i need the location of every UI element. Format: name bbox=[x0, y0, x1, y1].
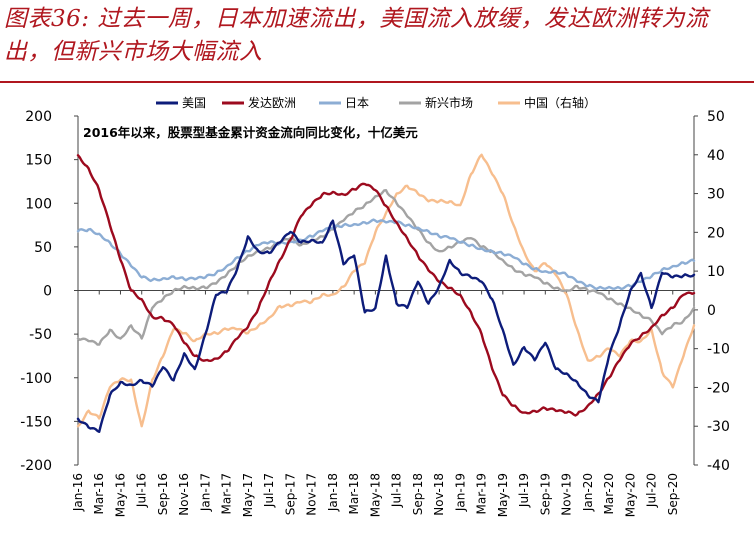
y-tick-label: 50 bbox=[34, 240, 52, 256]
x-tick-label: Jan-20 bbox=[581, 473, 595, 512]
y2-tick-label: 40 bbox=[707, 148, 725, 164]
y2-tick-label: -10 bbox=[707, 342, 730, 358]
y-tick-label: -50 bbox=[29, 327, 52, 343]
y2-tick-label: 20 bbox=[707, 225, 725, 241]
y-tick-label: 100 bbox=[25, 196, 52, 212]
legend-label: 美国 bbox=[182, 96, 206, 110]
x-tick-label: May-16 bbox=[113, 473, 127, 517]
series-line-0 bbox=[76, 219, 696, 433]
x-tick-label: Jul-18 bbox=[390, 473, 404, 508]
x-tick-label: Jul-17 bbox=[262, 473, 276, 508]
y2-tick-label: -20 bbox=[707, 380, 730, 396]
x-tick-label: May-17 bbox=[241, 473, 255, 517]
series-line-4 bbox=[76, 153, 696, 428]
x-tick-label: Sep-19 bbox=[538, 473, 552, 515]
legend-label: 中国（右轴） bbox=[524, 95, 596, 110]
series-line-3 bbox=[76, 189, 696, 346]
y-axis-left: -200 -150 -100 -50 0 50 100 150 200 bbox=[20, 109, 78, 474]
legend-label: 新兴市场 bbox=[425, 95, 473, 110]
x-tick-label: Sep-17 bbox=[283, 473, 297, 515]
y2-tick-label: 50 bbox=[707, 109, 725, 125]
x-tick-label: Sep-16 bbox=[156, 473, 170, 515]
y-tick-label: -200 bbox=[20, 458, 52, 474]
x-tick-label: Mar-16 bbox=[92, 473, 106, 514]
y-tick-label: -150 bbox=[20, 414, 52, 430]
series-layer bbox=[76, 153, 696, 433]
y-tick-label: 200 bbox=[25, 109, 52, 125]
title-divider bbox=[0, 81, 754, 83]
legend: 美国 发达欧洲 日本 新兴市场 中国（右轴） bbox=[156, 95, 596, 110]
y-tick-label: -100 bbox=[20, 371, 52, 387]
x-tick-label: Jan-19 bbox=[453, 473, 467, 512]
y-axis-right: -40 -30 -20 -10 0 10 20 30 40 50 bbox=[694, 109, 730, 474]
y2-tick-label: 0 bbox=[707, 303, 716, 319]
x-tick-label: May-20 bbox=[623, 473, 637, 517]
y2-tick-label: -30 bbox=[707, 419, 730, 435]
x-tick-label: Nov-16 bbox=[177, 473, 191, 516]
y2-tick-label: 10 bbox=[707, 264, 725, 280]
x-tick-label: Nov-18 bbox=[432, 473, 446, 516]
x-tick-label: Mar-18 bbox=[347, 473, 361, 514]
plot-frame bbox=[77, 116, 695, 465]
legend-label: 日本 bbox=[345, 96, 369, 110]
x-tick-label: May-18 bbox=[368, 473, 382, 517]
x-tick-label: Jul-20 bbox=[645, 473, 659, 508]
y2-tick-label: -40 bbox=[707, 458, 730, 474]
figure-title: 图表36: 过去一周，日本加速流出，美国流入放缓，发达欧洲转为流出，但新兴市场大… bbox=[4, 6, 709, 65]
series-line-1 bbox=[76, 154, 696, 417]
y2-tick-label: 30 bbox=[707, 187, 725, 203]
x-tick-label: Jul-16 bbox=[135, 473, 149, 508]
x-axis: Jan-16 Mar-16 May-16 Jul-16 Sep-16 Nov-16 Jan-… bbox=[71, 290, 680, 517]
y-tick-label: 0 bbox=[43, 284, 52, 300]
x-tick-label: May-19 bbox=[496, 473, 510, 517]
x-tick-label: Jan-16 bbox=[71, 473, 85, 512]
x-tick-label: Jan-18 bbox=[326, 473, 340, 512]
chart-subtitle: 2016年以来，股票型基金累计资金流向同比变化，十亿美元 bbox=[83, 125, 418, 140]
x-tick-label: Nov-17 bbox=[305, 473, 319, 516]
y-tick-label: 150 bbox=[25, 153, 52, 169]
x-tick-label: Nov-19 bbox=[560, 473, 574, 516]
series-line-2 bbox=[76, 218, 696, 291]
x-tick-label: Sep-18 bbox=[411, 473, 425, 515]
x-tick-label: Mar-20 bbox=[602, 473, 616, 514]
x-tick-label: Jan-17 bbox=[198, 473, 212, 512]
x-tick-label: Jul-19 bbox=[517, 473, 531, 508]
x-tick-label: Sep-20 bbox=[666, 473, 680, 515]
x-tick-label: Mar-17 bbox=[220, 473, 234, 514]
x-tick-label: Mar-19 bbox=[475, 473, 489, 514]
legend-label: 发达欧洲 bbox=[248, 95, 296, 110]
